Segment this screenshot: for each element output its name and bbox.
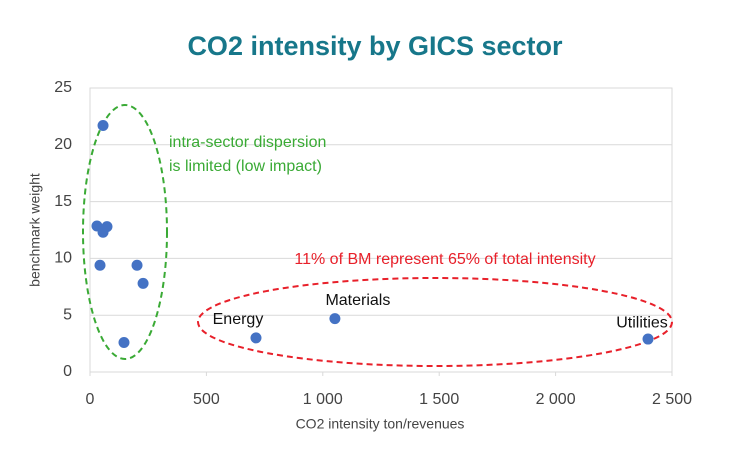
data-point [97, 119, 109, 131]
x-tick-label: 500 [193, 391, 220, 408]
cluster-ellipse [82, 104, 168, 360]
data-point [137, 277, 149, 289]
x-tick-label: 0 [86, 391, 95, 408]
plot-frame [89, 87, 673, 373]
point-label: Materials [325, 292, 390, 309]
data-point [642, 333, 654, 345]
data-point [118, 336, 130, 348]
outlier-ellipse [197, 277, 673, 367]
annotation: intra-sector dispersion [169, 134, 326, 151]
data-point [250, 332, 262, 344]
data-point [97, 226, 109, 238]
y-tick-label: 15 [54, 193, 72, 210]
x-tick-label: 1 500 [419, 391, 459, 408]
x-tick-label: 2 000 [536, 391, 576, 408]
data-point [131, 259, 143, 271]
annotation: is limited (low impact) [169, 158, 322, 175]
point-label: Utilities [616, 314, 668, 331]
y-tick-label: 0 [63, 363, 72, 380]
chart-title: CO2 intensity by GICS sector [187, 31, 563, 61]
data-point [329, 313, 341, 325]
y-axis-label: benchmark weight [27, 173, 43, 287]
y-tick-label: 10 [54, 250, 72, 267]
annotation: 11% of BM represent 65% of total intensi… [294, 251, 595, 268]
x-axis-label: CO2 intensity ton/revenues [296, 416, 465, 432]
y-tick-label: 20 [54, 136, 72, 153]
data-point [94, 259, 106, 271]
x-tick-label: 1 000 [303, 391, 343, 408]
y-tick-label: 5 [63, 306, 72, 323]
x-tick-label: 2 500 [652, 391, 692, 408]
point-label: Energy [213, 311, 264, 328]
y-tick-label: 25 [54, 79, 72, 96]
